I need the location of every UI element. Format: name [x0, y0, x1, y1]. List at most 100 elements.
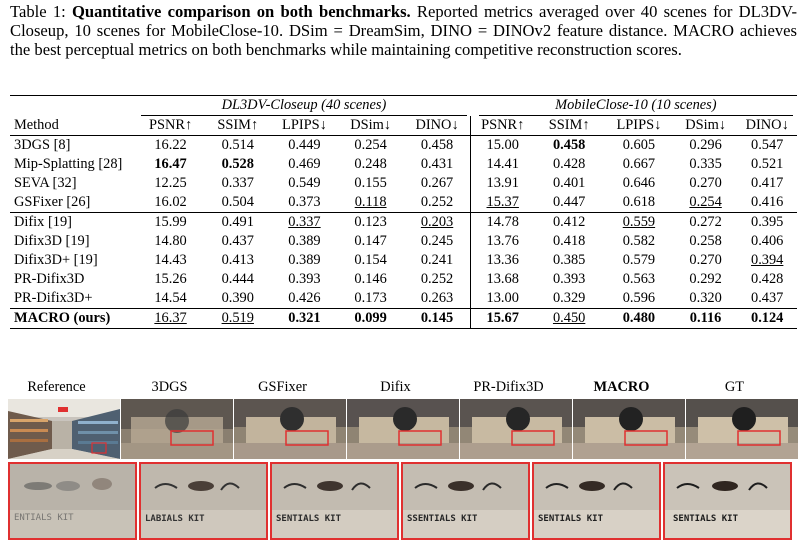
metric-value: 0.393 — [552, 271, 586, 287]
metric-value: 0.245 — [420, 233, 454, 249]
metric-value: 0.437 — [221, 233, 254, 249]
table-row: 3DGS [8] 16.22 0.514 0.449 0.254 0.458 15.00 0.… — [10, 136, 797, 155]
metric-value: 0.254 — [354, 137, 387, 153]
metric-value: 14.54 — [154, 290, 187, 306]
metric-value: 0.417 — [751, 175, 784, 191]
metric-value: 0.449 — [288, 137, 321, 153]
method-header: Method — [14, 117, 59, 133]
metric-value: 0.579 — [622, 252, 656, 268]
metric-value: 0.618 — [622, 194, 656, 210]
metric-value: 0.559 — [622, 214, 656, 230]
table-block-difix: Difix [19] 15.99 0.491 0.337 0.123 0.203 14.78… — [10, 213, 797, 309]
metric-value: 0.450 — [552, 310, 586, 326]
group-header-row: DL3DV-Closeup (40 scenes) MobileClose-10… — [10, 96, 797, 116]
figure-label: PR-Difix3D — [473, 379, 544, 395]
metric-value: 16.37 — [154, 310, 187, 326]
metric-value: 0.549 — [288, 175, 321, 191]
metric-value: 0.321 — [288, 310, 321, 326]
table-row: Mip-Splatting [28] 16.47 0.528 0.469 0.248 0.… — [10, 155, 797, 174]
metric-value: 0.118 — [354, 194, 387, 210]
figure-label: Difix — [380, 379, 411, 395]
caption-title: Quantitative comparison on both benchmar… — [71, 2, 411, 21]
metric-value: 0.385 — [552, 252, 586, 268]
figure-crop-row: ENTIALS KIT LABIALS KIT SENTIALS KIT — [8, 462, 799, 540]
metric-value: 0.241 — [420, 252, 454, 268]
3dgs-thumbnail — [121, 399, 233, 459]
metric-value: 0.154 — [354, 252, 387, 268]
figure-label: 3DGS — [151, 379, 188, 395]
metric-value: 0.437 — [751, 290, 784, 306]
method-name: Difix3D+ [19] — [14, 252, 98, 268]
metric-value: 0.406 — [751, 233, 784, 249]
gsfixer-crop: LABIALS KIT — [139, 462, 268, 540]
method-name: MACRO (ours) — [14, 310, 111, 326]
caption-body: Reported metrics averaged over 40 scenes… — [10, 2, 798, 59]
metric-header: DSim↓ — [685, 117, 726, 133]
metric-value: 0.173 — [354, 290, 387, 306]
metric-value: 0.426 — [288, 290, 321, 306]
metric-value: 0.123 — [354, 214, 387, 230]
method-name: Difix3D [19] — [14, 233, 90, 249]
metric-value: 16.47 — [154, 156, 187, 172]
metric-value: 0.155 — [354, 175, 387, 191]
pr-difix3d-thumbnail — [460, 399, 572, 459]
metric-value: 0.393 — [288, 271, 321, 287]
metric-value: 0.389 — [288, 233, 321, 249]
metric-value: 0.395 — [751, 214, 784, 230]
gsfixer-thumbnail — [234, 399, 346, 459]
table-row-ours: MACRO (ours) 16.37 0.519 0.321 0.099 0.145 15.… — [10, 309, 797, 329]
metric-value: 0.491 — [221, 214, 254, 230]
metric-value: 0.428 — [751, 271, 784, 287]
metric-value: 0.252 — [420, 194, 454, 210]
metric-value: 15.26 — [154, 271, 187, 287]
metric-value: 0.596 — [622, 290, 656, 306]
metric-value: 13.00 — [470, 289, 535, 309]
method-name: SEVA [32] — [14, 175, 77, 191]
metric-value: 0.418 — [552, 233, 586, 249]
metric-value: 0.431 — [420, 156, 454, 172]
metric-value: 0.320 — [689, 290, 722, 306]
metric-value: 0.254 — [689, 194, 722, 210]
metric-header: LPIPS↓ — [282, 117, 327, 133]
metric-header: DINO↓ — [415, 117, 459, 133]
metric-value: 0.258 — [689, 233, 722, 249]
metric-value: 0.458 — [552, 137, 586, 153]
crop-text: SENTIALS KIT — [538, 514, 604, 524]
metric-value: 0.124 — [751, 310, 784, 326]
metric-value: 13.76 — [470, 232, 535, 251]
crop-text: SENTIALS KIT — [673, 514, 739, 524]
crop-text: ENTIALS KIT — [14, 513, 74, 523]
pr-difix3d-crop: SSENTIALS KIT — [401, 462, 530, 540]
metric-value: 0.428 — [552, 156, 586, 172]
macro-crop: SENTIALS KIT — [532, 462, 661, 540]
metric-value: 0.412 — [552, 214, 586, 230]
metric-header: PSNR↑ — [148, 117, 193, 133]
metric-value: 14.78 — [470, 213, 535, 232]
metric-value: 0.267 — [420, 175, 454, 191]
metric-value: 0.270 — [689, 252, 722, 268]
method-name: Mip-Splatting [28] — [14, 156, 123, 172]
metric-value: 0.116 — [689, 310, 722, 326]
metric-value: 0.504 — [221, 194, 254, 210]
crop-text: LABIALS KIT — [145, 514, 205, 524]
metric-value: 0.667 — [622, 156, 656, 172]
metric-value: 0.582 — [622, 233, 656, 249]
metric-value: 0.329 — [552, 290, 586, 306]
metric-value: 0.390 — [221, 290, 254, 306]
figure-label: Reference — [27, 379, 86, 395]
metric-value: 0.389 — [288, 252, 321, 268]
metric-value: 0.248 — [354, 156, 387, 172]
metric-value: 0.099 — [354, 310, 387, 326]
figure-labels: Reference 3DGS GSFixer Difix PR-Difix3D … — [0, 379, 805, 397]
table-row: Difix3D [19] 14.80 0.437 0.389 0.147 0.245 13.… — [10, 232, 797, 251]
metric-value: 0.605 — [622, 137, 656, 153]
table-row: SEVA [32] 12.25 0.337 0.549 0.155 0.267 13.91 0… — [10, 174, 797, 193]
metric-value: 15.99 — [154, 214, 187, 230]
metric-header-row: Method PSNR↑ SSIM↑ LPIPS↓ DSim↓ DINO↓ PS… — [10, 116, 797, 136]
metric-value: 0.337 — [288, 214, 321, 230]
gt-crop: SENTIALS KIT — [663, 462, 792, 540]
metric-value: 14.80 — [154, 233, 187, 249]
metric-header: SSIM↑ — [217, 117, 259, 133]
figure-label-macro: MACRO — [593, 379, 650, 395]
table-row: Difix3D+ [19] 14.43 0.413 0.389 0.154 0.241 13… — [10, 251, 797, 270]
